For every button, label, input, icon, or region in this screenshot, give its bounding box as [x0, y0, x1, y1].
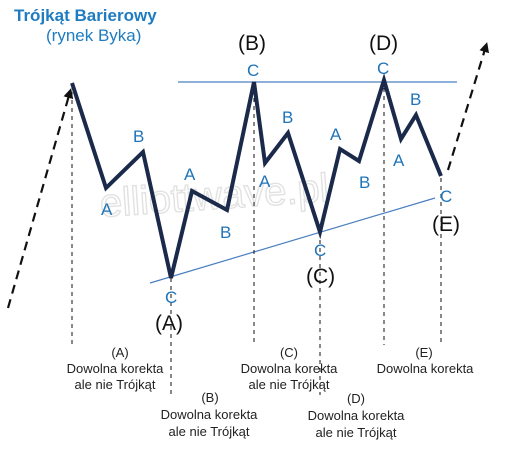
- wave-label-c3: C: [314, 241, 326, 260]
- major-label-b: (B): [238, 32, 266, 55]
- note-a-line1: Dowolna korekta: [67, 361, 165, 376]
- major-label-e: (E): [432, 213, 460, 236]
- note-e-line1: Dowolna korekta: [377, 361, 475, 376]
- diagram-subtitle: (rynek Byka): [46, 26, 141, 45]
- wave-label-b2: B: [220, 223, 231, 242]
- wave-label-a3: A: [259, 172, 271, 191]
- note-d-marker: (D): [347, 391, 365, 406]
- note-b-line1: Dowolna korekta: [161, 407, 259, 422]
- watermark: elliottwave.pl: [98, 166, 330, 226]
- major-label-a: (A): [155, 312, 183, 335]
- incoming-impulse-arrow: [6, 88, 74, 309]
- wave-label-b4: B: [359, 173, 370, 192]
- note-e-marker: (E): [415, 345, 432, 360]
- wave-label-c1: C: [165, 288, 177, 307]
- wave-label-c5: C: [440, 187, 452, 206]
- wave-label-a4: A: [330, 125, 342, 144]
- major-label-d: (D): [369, 32, 398, 55]
- note-d-line1: Dowolna korekta: [308, 408, 406, 423]
- note-c-line2: ale nie Trójkąt: [249, 377, 330, 392]
- wave-label-a2: A: [184, 165, 196, 184]
- breakout-impulse-arrow: [446, 42, 490, 171]
- major-label-c: (C): [306, 265, 335, 288]
- note-a-marker: (A): [111, 345, 128, 360]
- note-d-line2: ale nie Trójkąt: [316, 425, 397, 440]
- wave-label-a5: A: [393, 151, 405, 170]
- note-a-line2: ale nie Trójkąt: [75, 377, 156, 392]
- note-c-line1: Dowolna korekta: [241, 361, 339, 376]
- diagram-title: Trójkąt Barierowy: [14, 6, 157, 25]
- wave-label-c2: C: [247, 61, 259, 80]
- note-b-line2: ale nie Trójkąt: [169, 424, 250, 439]
- note-c-marker: (C): [280, 345, 298, 360]
- note-b-marker: (B): [201, 390, 218, 405]
- wave-label-c4: C: [377, 59, 389, 78]
- wave-label-b5: B: [410, 90, 421, 109]
- wave-label-b3: B: [282, 108, 293, 127]
- wave-label-b1: B: [133, 127, 144, 146]
- lower-trendline: [149, 197, 436, 284]
- wave-label-a1: A: [101, 200, 113, 219]
- wave-path: [70, 73, 443, 279]
